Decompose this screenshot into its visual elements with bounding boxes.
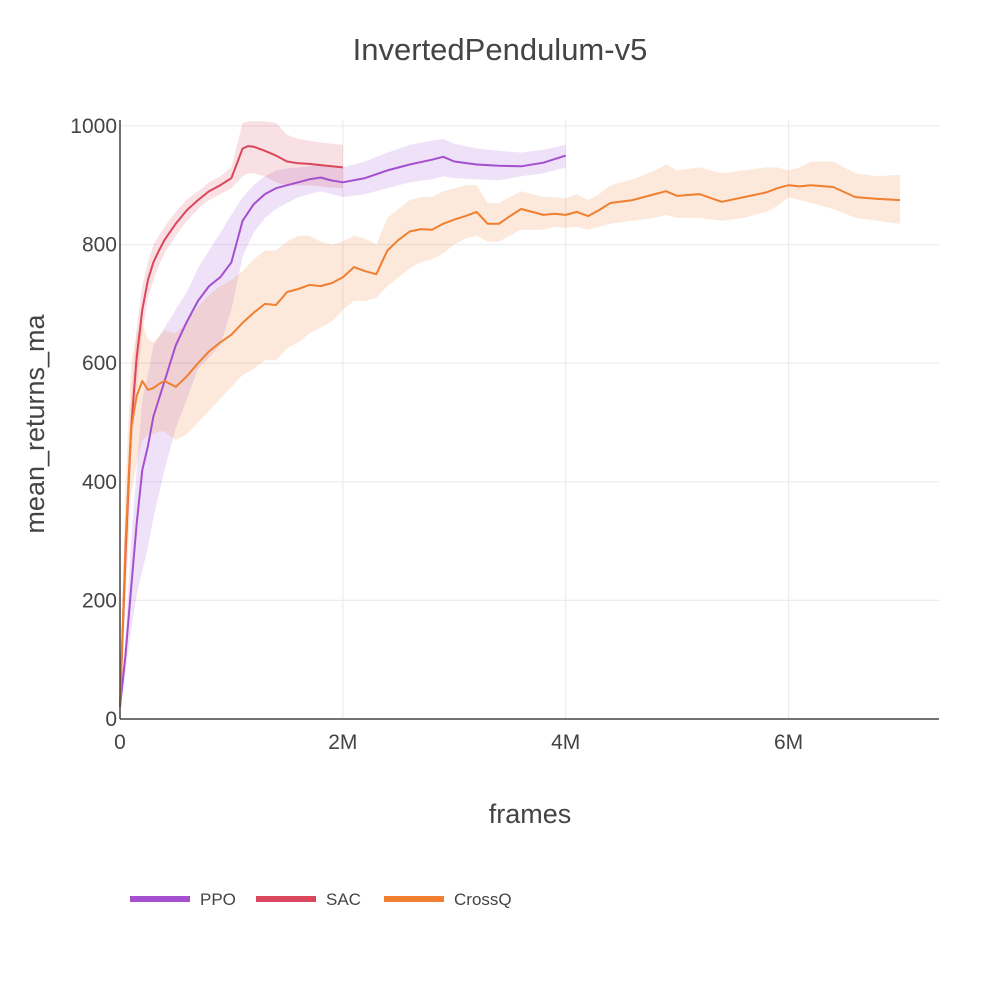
legend-label: CrossQ — [454, 890, 512, 909]
y-tick-label: 0 — [105, 708, 117, 731]
legend[interactable]: PPO SAC CrossQ — [130, 890, 512, 909]
confidence-bands — [120, 121, 900, 711]
band-sac — [120, 121, 343, 711]
x-tick-label: 4M — [551, 731, 580, 754]
legend-label: PPO — [200, 890, 236, 909]
y-tick-label: 200 — [82, 589, 117, 612]
x-axis-title: frames — [489, 799, 572, 829]
y-tick-label: 600 — [82, 352, 117, 375]
legend-label: SAC — [326, 890, 361, 909]
series-line-ppo[interactable] — [119, 154, 567, 708]
grid — [120, 120, 939, 719]
x-tick-label: 6M — [774, 731, 803, 754]
y-tick-label: 400 — [82, 471, 117, 494]
series-line-crossq[interactable] — [119, 184, 901, 708]
y-axis-title: mean_returns_ma — [20, 313, 50, 533]
series-line-sac[interactable] — [119, 145, 343, 708]
x-tick-label: 0 — [114, 731, 126, 754]
band-ppo — [120, 139, 566, 711]
legend-item-crossq[interactable]: CrossQ — [384, 890, 512, 909]
legend-item-ppo[interactable]: PPO — [130, 890, 236, 909]
y-tick-label: 1000 — [70, 115, 117, 138]
y-tick-label: 800 — [82, 234, 117, 257]
series-lines — [119, 145, 901, 708]
axes: 0 200 400 600 800 1000 0 2M 4M 6M — [70, 115, 939, 754]
x-tick-label: 2M — [328, 731, 357, 754]
legend-item-sac[interactable]: SAC — [256, 890, 361, 909]
band-crossq — [120, 161, 900, 711]
chart-title: InvertedPendulum-v5 — [353, 32, 648, 67]
